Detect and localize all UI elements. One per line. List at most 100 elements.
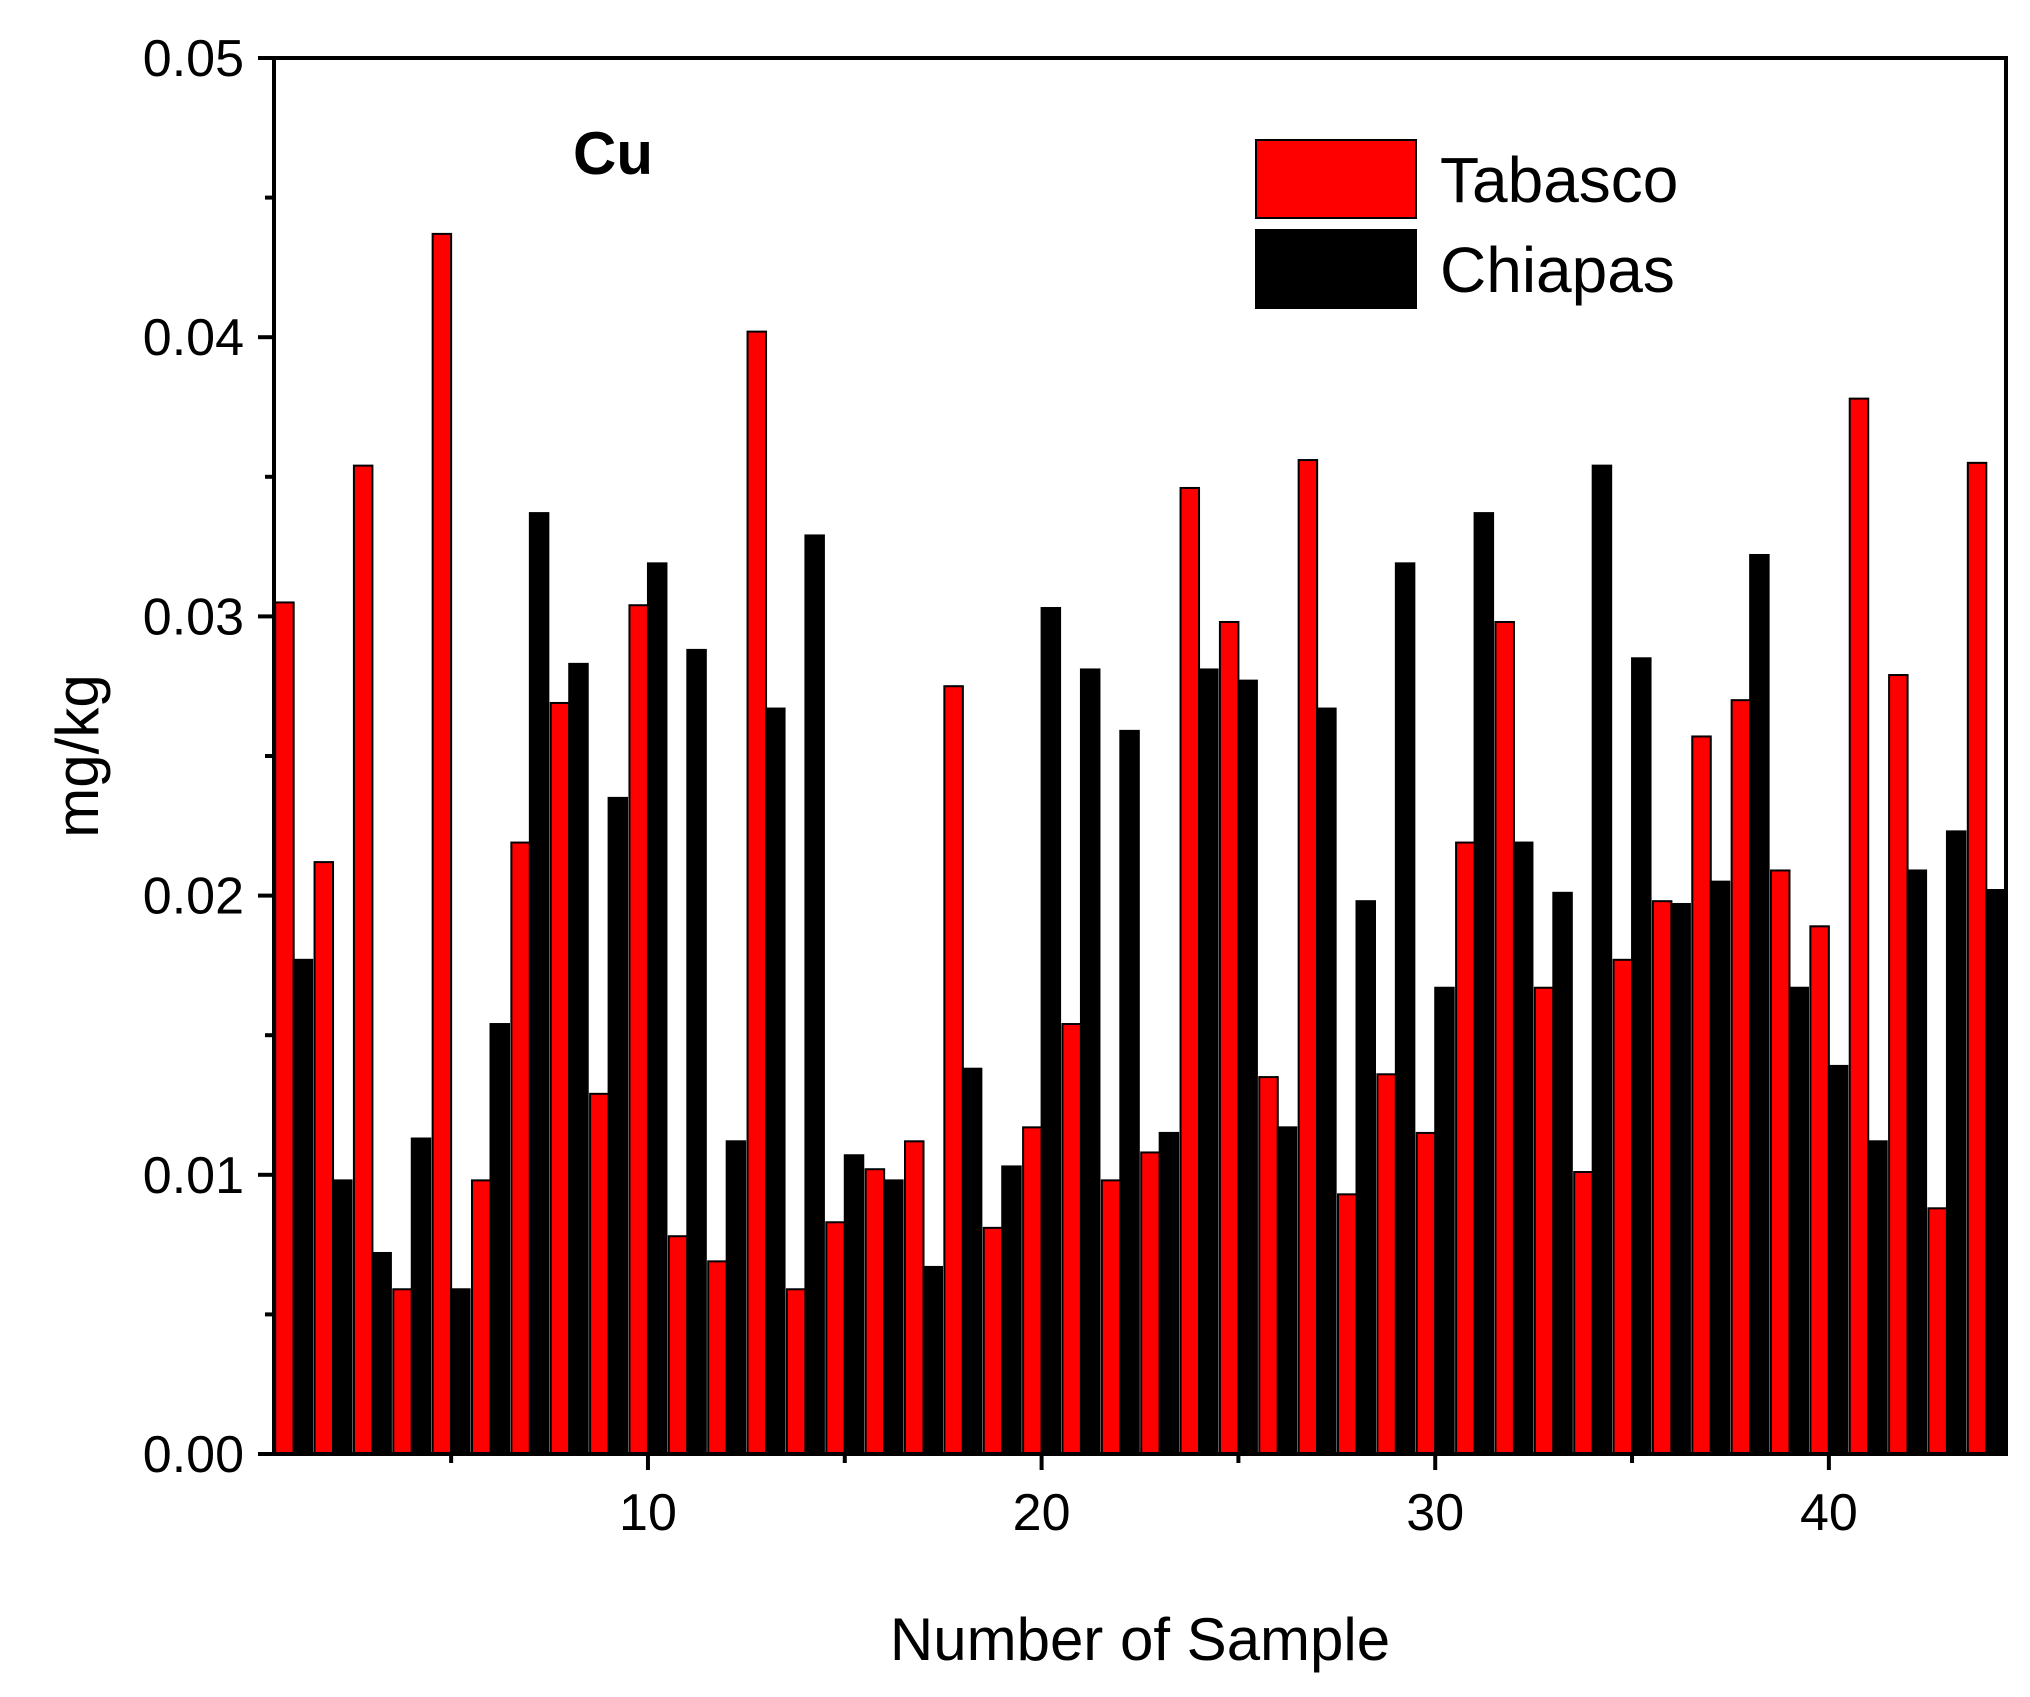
- bar-tabasco-10: [628, 604, 649, 1455]
- bar-tabasco-29: [1376, 1073, 1397, 1456]
- bar-tabasco-37: [1691, 735, 1712, 1455]
- bar-chiapas-38: [1749, 553, 1770, 1455]
- bar-chiapas-13: [765, 707, 786, 1455]
- bar-chiapas-18: [961, 1067, 983, 1455]
- bar-tabasco-19: [982, 1226, 1004, 1455]
- bar-chiapas-23: [1158, 1131, 1180, 1456]
- bar-tabasco-21: [1061, 1023, 1082, 1456]
- bar-chiapas-39: [1788, 986, 1809, 1455]
- bar-tabasco-3: [352, 464, 374, 1455]
- bar-tabasco-20: [1022, 1126, 1043, 1455]
- bar-chiapas-1: [292, 958, 314, 1455]
- bar-chiapas-15: [843, 1154, 865, 1455]
- bar-tabasco-34: [1573, 1171, 1594, 1455]
- bar-chiapas-9: [607, 796, 629, 1455]
- legend-label-tabasco: Tabasco: [1440, 144, 1678, 216]
- bar-chiapas-27: [1316, 707, 1337, 1455]
- element-label: Cu: [573, 120, 653, 187]
- bar-chiapas-35: [1631, 657, 1652, 1455]
- bar-chiapas-6: [489, 1023, 510, 1456]
- bar-chiapas-36: [1670, 902, 1691, 1455]
- legend-swatch-chiapas: [1255, 229, 1417, 309]
- bar-tabasco-31: [1455, 841, 1476, 1455]
- bar-tabasco-39: [1770, 869, 1791, 1455]
- bar-tabasco-27: [1297, 459, 1319, 1455]
- bar-chiapas-4: [410, 1137, 432, 1455]
- bar-chiapas-11: [686, 648, 707, 1455]
- bar-tabasco-42: [1888, 674, 1909, 1455]
- bar-chiapas-42: [1906, 869, 1928, 1455]
- bar-tabasco-44: [1966, 461, 1988, 1455]
- bar-tabasco-36: [1651, 900, 1673, 1455]
- bar-chiapas-34: [1591, 464, 1613, 1455]
- bar-chiapas-30: [1434, 986, 1455, 1455]
- bar-tabasco-40: [1809, 925, 1830, 1455]
- bars-layer: [274, 232, 2006, 1456]
- legend-swatch-tabasco: [1255, 139, 1417, 219]
- bar-tabasco-33: [1533, 986, 1555, 1455]
- bar-chiapas-8: [568, 662, 589, 1455]
- bar-tabasco-12: [707, 1260, 728, 1455]
- legend: Tabasco Chiapas: [1255, 139, 1678, 309]
- bar-tabasco-32: [1494, 620, 1515, 1455]
- bar-tabasco-16: [864, 1168, 886, 1455]
- bar-chiapas-32: [1512, 841, 1534, 1455]
- bar-chiapas-41: [1867, 1140, 1888, 1456]
- bar-chiapas-22: [1119, 729, 1140, 1455]
- y-tick-label-1: 0.01: [143, 1147, 244, 1205]
- bar-chiapas-3: [371, 1251, 392, 1455]
- bar-chiapas-2: [332, 1179, 353, 1455]
- bar-chiapas-37: [1709, 880, 1731, 1455]
- bar-chiapas-12: [725, 1140, 747, 1456]
- x-tick-label-0: 10: [619, 1484, 677, 1542]
- bar-chiapas-29: [1394, 562, 1416, 1455]
- bar-chiapas-17: [922, 1265, 943, 1455]
- bar-tabasco-1: [274, 601, 295, 1455]
- bar-chiapas-16: [883, 1179, 904, 1455]
- bar-tabasco-24: [1179, 486, 1201, 1456]
- bar-chiapas-14: [804, 534, 825, 1455]
- bar-tabasco-35: [1612, 958, 1634, 1455]
- y-tick-label-5: 0.05: [143, 30, 244, 88]
- bar-tabasco-28: [1337, 1193, 1358, 1455]
- bar-chiapas-33: [1552, 891, 1573, 1455]
- legend-label-chiapas: Chiapas: [1440, 234, 1675, 306]
- bar-tabasco-11: [667, 1235, 689, 1455]
- bar-tabasco-22: [1100, 1179, 1122, 1455]
- bar-chiapas-25: [1237, 679, 1258, 1455]
- bar-tabasco-15: [825, 1221, 846, 1456]
- bar-tabasco-9: [589, 1092, 610, 1455]
- bar-tabasco-38: [1730, 699, 1752, 1455]
- bar-tabasco-8: [549, 701, 571, 1455]
- x-tick-label-3: 40: [1800, 1484, 1858, 1542]
- bar-tabasco-23: [1140, 1151, 1161, 1455]
- bar-tabasco-14: [785, 1288, 807, 1456]
- y-tick-label-3: 0.03: [143, 588, 244, 646]
- y-tick-label-0: 0.00: [143, 1426, 244, 1484]
- bar-tabasco-5: [431, 232, 453, 1455]
- bar-tabasco-30: [1415, 1131, 1437, 1456]
- ticks-layer: 0.00 0.01 0.02 0.03 0.04 0.05 10 20 30 40: [143, 30, 1858, 1542]
- bar-tabasco-6: [471, 1179, 492, 1455]
- bar-chiapas-5: [450, 1288, 471, 1456]
- bar-chiapas-31: [1473, 512, 1495, 1455]
- bar-chiapas-10: [646, 562, 668, 1455]
- bar-chiapas-21: [1079, 668, 1101, 1455]
- x-tick-label-1: 20: [1013, 1484, 1071, 1542]
- bar-tabasco-7: [510, 841, 531, 1455]
- bar-chiapas-28: [1355, 900, 1376, 1455]
- bar-tabasco-26: [1258, 1076, 1279, 1455]
- bar-chiapas-20: [1040, 607, 1062, 1455]
- bar-chiapas-7: [528, 512, 550, 1455]
- y-tick-label-4: 0.04: [143, 309, 244, 367]
- bar-tabasco-25: [1218, 620, 1240, 1455]
- y-tick-label-2: 0.02: [143, 868, 244, 926]
- x-tick-label-2: 30: [1406, 1484, 1464, 1542]
- bar-chiapas-43: [1945, 830, 1967, 1455]
- bar-tabasco-43: [1927, 1207, 1948, 1456]
- bar-chiapas-44: [1985, 889, 2006, 1455]
- bar-tabasco-2: [313, 861, 335, 1455]
- bar-tabasco-41: [1848, 397, 1870, 1455]
